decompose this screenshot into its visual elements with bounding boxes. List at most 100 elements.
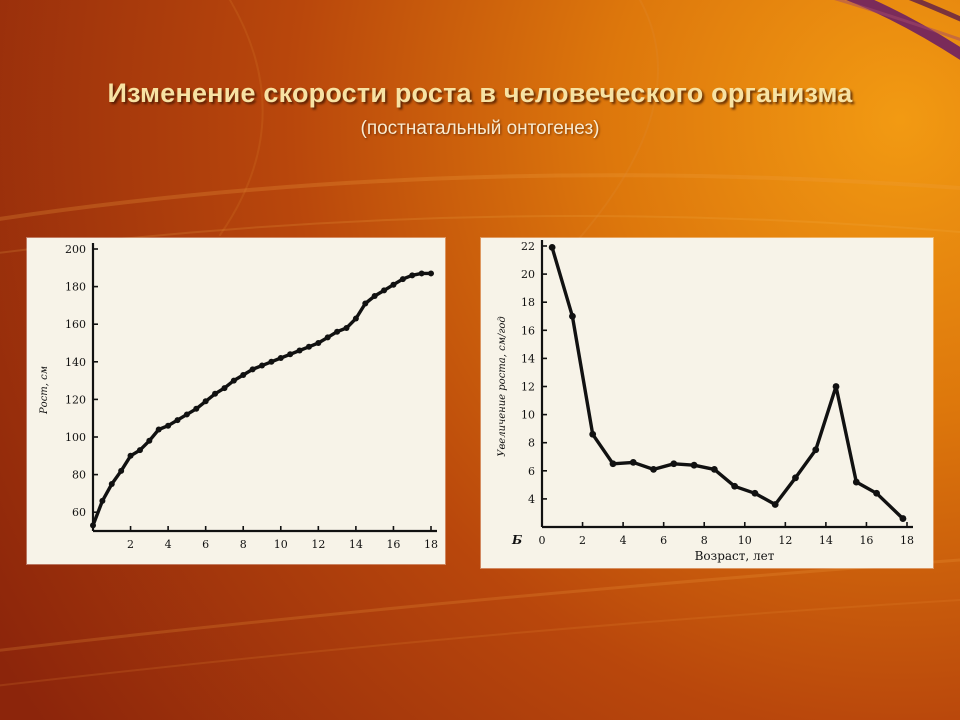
y-tick-label: 180 — [65, 281, 86, 294]
data-point — [873, 489, 880, 497]
data-point — [792, 474, 799, 482]
data-point — [136, 447, 143, 454]
data-point — [399, 276, 406, 283]
y-tick-label: 22 — [521, 240, 535, 253]
data-point — [381, 287, 388, 294]
data-point — [268, 358, 275, 365]
x-tick-label: 16 — [859, 534, 873, 547]
y-axis-label: Рост, см — [39, 366, 50, 415]
x-tick-label: 12 — [778, 534, 792, 547]
y-tick-label: 20 — [521, 268, 535, 281]
data-point — [221, 385, 228, 392]
x-tick-label: 4 — [620, 534, 627, 547]
data-point — [127, 452, 134, 459]
data-point — [371, 293, 378, 299]
x-tick-label: 18 — [900, 534, 914, 547]
data-point — [165, 422, 172, 429]
height-chart-panel: 60 80 100 120 140 160 180 200 2 4 6 8 10 12 14 16 18 Рост… — [27, 238, 445, 564]
data-point — [352, 315, 359, 322]
data-point — [174, 417, 181, 424]
data-point — [90, 522, 96, 529]
data-point — [287, 351, 294, 358]
y-tick-label: 18 — [521, 296, 535, 309]
data-point — [629, 458, 637, 466]
slide-subtitle: (постнатальный онтогенез) — [360, 118, 600, 139]
data-point — [334, 328, 341, 335]
x-tick-label: 12 — [311, 538, 325, 551]
y-tick-label: 160 — [65, 318, 86, 331]
y-tick-label: 80 — [72, 469, 86, 482]
data-point — [324, 334, 331, 341]
y-tick-label: 60 — [72, 506, 86, 519]
decor-corner-stroke — [834, 0, 960, 41]
x-tick-label: 2 — [127, 538, 134, 551]
data-point — [118, 467, 125, 474]
decor-arc — [559, 0, 659, 261]
decor-arc — [219, 0, 264, 236]
decor-swoosh — [0, 173, 960, 221]
y-tick-label: 140 — [65, 356, 86, 369]
slide-title: Изменение скорости роста в человеческого… — [107, 78, 853, 108]
y-tick-label: 16 — [521, 324, 535, 337]
data-point — [296, 347, 303, 354]
data-point — [409, 272, 416, 279]
decor-swoosh — [0, 558, 960, 652]
data-point — [690, 461, 698, 469]
growth-rate-chart-panel: 4 6 8 10 12 14 16 18 20 22 0 2 4 6 8 10 12 14 16 18 Увеличен… — [481, 238, 933, 568]
data-point — [305, 343, 312, 350]
data-point — [108, 481, 115, 487]
data-point — [193, 405, 200, 412]
series-line — [91, 271, 433, 528]
x-tick-label: 16 — [386, 538, 400, 551]
data-point — [670, 460, 678, 468]
y-tick-label: 100 — [65, 431, 86, 444]
y-tick-label: 14 — [521, 352, 535, 365]
data-point — [259, 362, 265, 369]
data-point — [202, 398, 209, 405]
data-point — [240, 371, 247, 378]
data-point — [731, 482, 739, 490]
x-tick-label: 8 — [240, 538, 247, 551]
y-tick-label: 12 — [521, 381, 535, 394]
data-point — [771, 501, 779, 508]
y-tick-label: 120 — [65, 393, 86, 406]
data-point — [277, 355, 284, 362]
x-tick-label: 10 — [274, 538, 288, 551]
x-tick-label: 6 — [660, 534, 667, 547]
data-point — [362, 300, 369, 307]
y-axis-label: Увеличение роста, см/год — [497, 316, 508, 457]
data-point — [899, 515, 907, 522]
x-tick-label: 18 — [424, 538, 438, 551]
decor-corner-stroke — [908, 0, 960, 22]
data-point — [812, 446, 820, 454]
x-tick-label: 14 — [819, 534, 833, 547]
y-tick-label: 10 — [521, 409, 535, 422]
data-point — [155, 426, 162, 433]
data-point — [315, 340, 322, 346]
decor-swoosh — [0, 599, 960, 687]
data-point — [832, 383, 840, 390]
y-tick-label: 200 — [65, 243, 86, 256]
data-point — [710, 465, 718, 473]
y-tick-label: 6 — [528, 465, 535, 478]
x-tick-label: 4 — [165, 538, 172, 551]
x-tick-label: 8 — [701, 534, 708, 547]
x-tick-label: 6 — [202, 538, 209, 551]
data-point — [183, 411, 190, 418]
y-tick-label: 8 — [528, 437, 535, 450]
x-tick-label: 10 — [738, 534, 752, 547]
data-point — [418, 270, 425, 277]
data-point — [548, 244, 556, 251]
height-chart: 60 80 100 120 140 160 180 200 2 4 6 8 10 12 14 16 18 Рост… — [39, 243, 438, 551]
x-axis-label: Возраст, лет — [695, 549, 775, 563]
x-tick-label: 2 — [579, 534, 586, 547]
data-point — [609, 460, 617, 468]
data-point — [569, 312, 576, 320]
data-point — [230, 377, 237, 384]
data-point — [751, 489, 759, 497]
data-point — [99, 497, 106, 504]
data-point — [852, 478, 860, 486]
data-point — [249, 366, 256, 373]
data-point — [212, 390, 219, 397]
